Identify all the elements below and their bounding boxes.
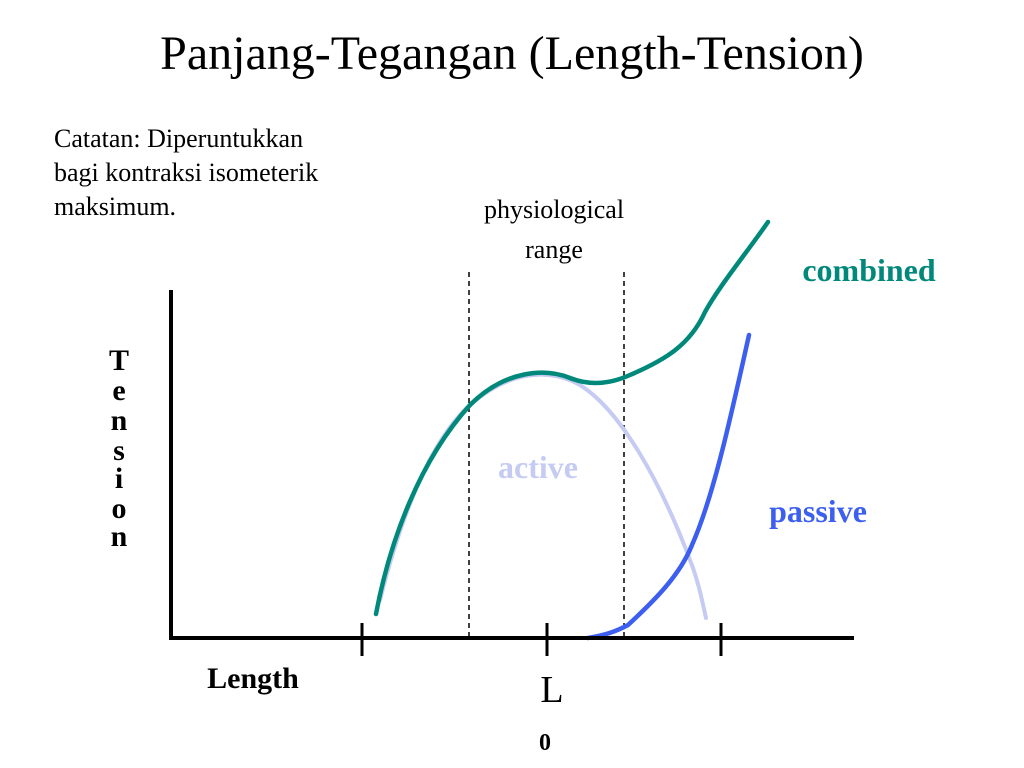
note-line-2: bagi kontraksi isometerik xyxy=(54,157,319,187)
l0-label-subscript: 0 xyxy=(539,730,551,756)
range-label-line-1: physiological xyxy=(484,195,624,224)
y-label-letter-6: o xyxy=(112,492,127,525)
y-label-letter-2: e xyxy=(112,374,125,407)
y-label-letter-5: i xyxy=(115,462,123,495)
range-label-line-2: range xyxy=(525,235,583,264)
y-label-letter-4: s xyxy=(113,434,125,467)
note-text: Catatan: Diperuntukkan bagi kontraksi is… xyxy=(54,122,434,223)
active-curve xyxy=(378,372,708,620)
note-line-1: Catatan: Diperuntukkan xyxy=(54,124,304,153)
passive-curve xyxy=(585,332,752,641)
combined-label: combined xyxy=(802,252,936,288)
l0-label-main: L xyxy=(540,669,563,711)
active-label: active xyxy=(498,449,578,485)
slide-title: Panjang-Tegangan (Length-Tension) xyxy=(160,27,864,80)
passive-label: passive xyxy=(769,493,867,529)
combined-curve xyxy=(373,219,771,617)
y-label-letter-1: T xyxy=(109,344,129,377)
x-axis-label: Length xyxy=(207,662,299,695)
note-line-3: maksimum. xyxy=(54,191,177,221)
y-label-letter-7: n xyxy=(111,520,128,553)
y-label-letter-3: n xyxy=(111,404,128,437)
